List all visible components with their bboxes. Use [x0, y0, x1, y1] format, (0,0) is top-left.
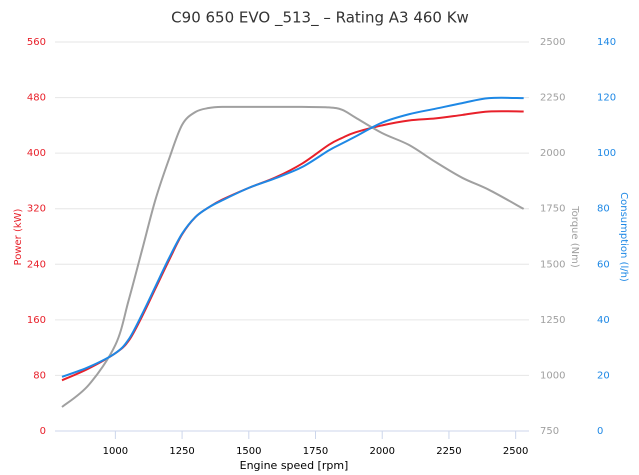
y-tick-label: 480 — [27, 93, 46, 104]
y2-tick-label: 750 — [540, 426, 559, 437]
x-tick-label: 1250 — [169, 446, 194, 457]
chart-title: C90 650 EVO _513_ – Rating A3 460 Kw — [171, 9, 469, 28]
y2-tick-label: 2000 — [540, 148, 565, 159]
y2-tick-label: 1250 — [540, 315, 565, 326]
y-tick-label: 400 — [27, 148, 46, 159]
y2-axis-title: Torque (Nm) — [569, 205, 580, 268]
x-tick-label: 2500 — [503, 446, 528, 457]
x-tick-label: 1750 — [303, 446, 328, 457]
y-tick-label: 80 — [33, 370, 46, 381]
y-axis-title: Power (kW) — [13, 208, 24, 265]
y2-tick-label: 1750 — [540, 204, 565, 215]
y3-tick-label: 60 — [597, 259, 610, 270]
y-tick-label: 560 — [27, 37, 46, 48]
series-line — [61, 105, 525, 408]
y3-tick-label: 120 — [597, 93, 616, 104]
x-tick-label: 1500 — [236, 446, 261, 457]
y2-tick-label: 2500 — [540, 37, 565, 48]
y3-tick-label: 20 — [597, 370, 610, 381]
x-tick-label: 2250 — [436, 446, 461, 457]
y2-tick-label: 2250 — [540, 93, 565, 104]
y3-tick-label: 100 — [597, 148, 616, 159]
y3-tick-label: 0 — [597, 426, 603, 437]
y2-tick-label: 1500 — [540, 259, 565, 270]
series-line — [61, 96, 524, 378]
y3-axis-title: Consumption (l/h) — [618, 192, 629, 282]
y-tick-label: 160 — [27, 315, 46, 326]
y3-tick-label: 40 — [597, 315, 610, 326]
y2-tick-label: 1000 — [540, 370, 565, 381]
x-axis-title: Engine speed [rpm] — [240, 459, 349, 472]
series-line — [61, 110, 524, 382]
y-tick-label: 0 — [40, 426, 46, 437]
x-tick-label: 1000 — [103, 446, 128, 457]
y-tick-label: 320 — [27, 204, 46, 215]
y3-tick-label: 80 — [597, 204, 610, 215]
y3-tick-label: 140 — [597, 37, 616, 48]
x-tick-label: 2000 — [370, 446, 395, 457]
y-tick-label: 240 — [27, 259, 46, 270]
